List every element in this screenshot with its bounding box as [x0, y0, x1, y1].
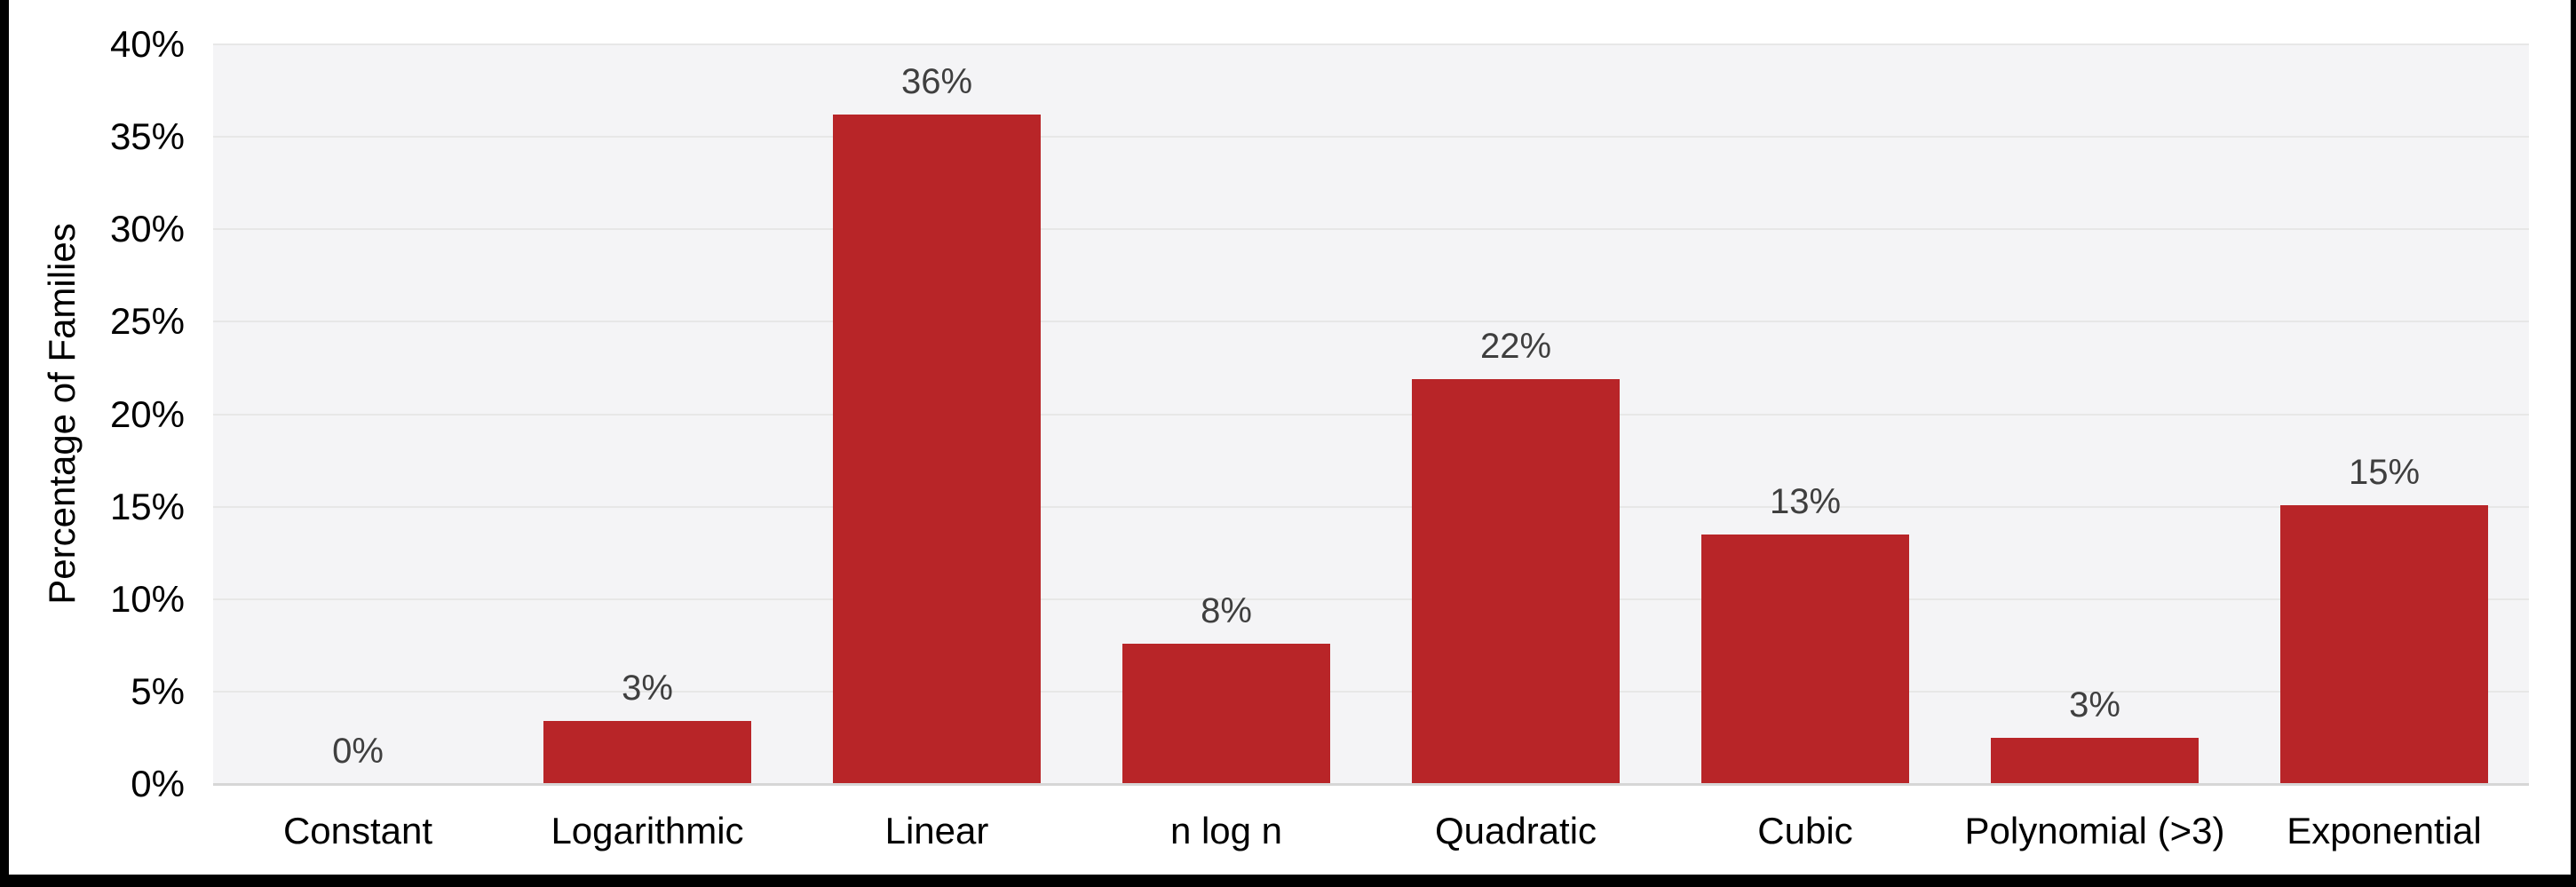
bar-value-label-7: 15% [2348, 453, 2421, 492]
bar-value-label-6: 3% [2069, 685, 2120, 725]
category-label-linear: Linear [884, 810, 989, 851]
category-label-cubic: Cubic [1757, 810, 1853, 851]
bar-slot-0: 0% [213, 44, 503, 784]
bar-value-label-4: 22% [1479, 327, 1552, 366]
gridline-20 [213, 413, 2529, 416]
bar-exponential [2280, 505, 2488, 784]
bar-logarithmic [543, 721, 751, 784]
bar-slot-3: 8% [1082, 44, 1371, 784]
bar-value-label-3: 8% [1201, 591, 1252, 630]
bar-quadratic [1412, 379, 1620, 784]
y-tick-label-20: 20% [109, 392, 185, 435]
bar-slot-2: 36% [792, 44, 1082, 784]
gridline-5 [213, 690, 2529, 693]
frame-border-right [2571, 0, 2576, 887]
gridline-10 [213, 598, 2529, 600]
y-tick-label-10: 10% [109, 577, 185, 620]
bar-n-log-n [1122, 644, 1330, 784]
plot-area: 0% 3% 36% 8% 22% 13% 3% 15% [213, 44, 2529, 786]
frame-border-left [0, 0, 9, 887]
gridline-30 [213, 228, 2529, 231]
frame-border-bottom [0, 875, 2576, 887]
gridline-15 [213, 505, 2529, 508]
bar-slot-5: 13% [1661, 44, 1950, 784]
y-tick-label-0: 0% [131, 763, 185, 804]
category-label-constant: Constant [282, 810, 433, 851]
bar-value-label-0: 0% [332, 732, 384, 771]
bar-polynomial-3- [1991, 738, 2199, 784]
bar-slot-1: 3% [503, 44, 792, 784]
gridline-35 [213, 136, 2529, 139]
category-label-logarithmic: Logarithmic [551, 810, 744, 851]
bar-cubic [1701, 535, 1909, 784]
category-label-quadratic: Quadratic [1434, 810, 1597, 851]
bar-linear [833, 115, 1041, 784]
bar-value-label-1: 3% [622, 669, 673, 708]
category-label-polynomial-3-: Polynomial (>3) [1964, 810, 2225, 851]
bar-slot-4: 22% [1371, 44, 1661, 784]
category-label-n-log-n: n log n [1169, 810, 1283, 851]
bar-slot-7: 15% [2239, 44, 2529, 784]
y-tick-label-15: 15% [109, 485, 185, 527]
gridline-25 [213, 321, 2529, 323]
bar-value-label-2: 36% [900, 62, 973, 101]
y-tick-label-25: 25% [109, 300, 185, 343]
bar-value-label-5: 13% [1769, 482, 1842, 521]
x-axis-line [213, 783, 2529, 786]
category-label-exponential: Exponential [2287, 810, 2482, 851]
y-tick-label-30: 30% [109, 208, 185, 250]
y-tick-label-5: 5% [131, 669, 185, 712]
y-tick-label-40: 40% [109, 23, 185, 65]
gridline-40 [213, 44, 2529, 45]
y-tick-label-35: 35% [109, 115, 185, 158]
bar-slot-6: 3% [1950, 44, 2239, 784]
